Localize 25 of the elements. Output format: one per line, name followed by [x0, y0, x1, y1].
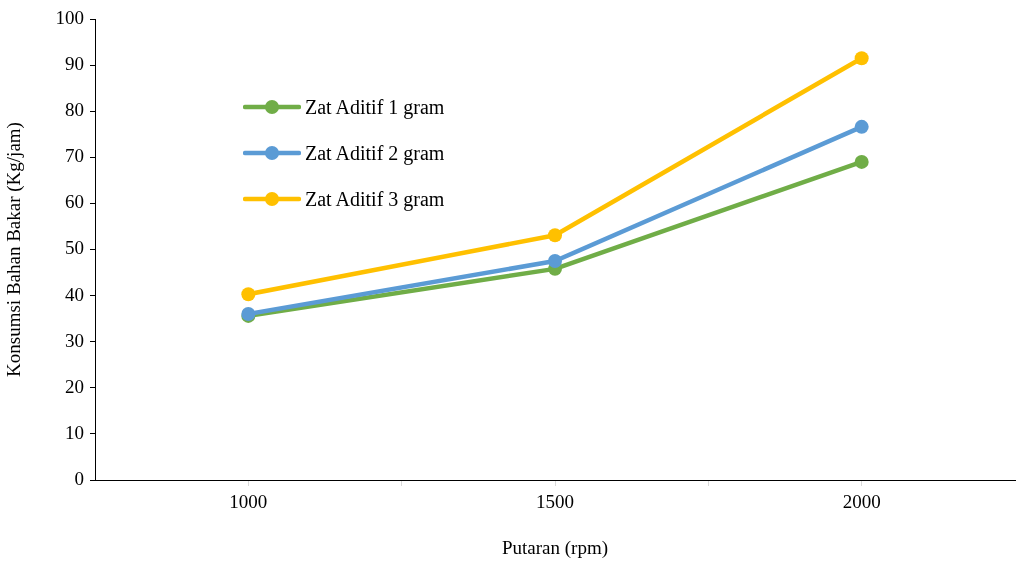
y-tick-label: 30: [65, 329, 84, 351]
y-tick-label: 60: [65, 191, 84, 213]
y-tick-label: 50: [65, 237, 84, 259]
point: [854, 119, 869, 134]
legend-label: Zat Aditif 2 gram: [305, 141, 445, 165]
point: [854, 51, 869, 66]
point: [241, 287, 256, 302]
y-tick-label: 40: [65, 283, 84, 305]
y-tick-label: 10: [65, 421, 84, 443]
y-axis-title: Konsumsi Bahan Bakar (Kg/jam): [3, 122, 26, 377]
point: [548, 228, 562, 243]
y-tick-label: 20: [65, 375, 84, 397]
x-tick-label: 1000: [229, 491, 268, 513]
legend-label: Zat Aditif 1 gram: [305, 95, 445, 119]
y-tick-label: 0: [74, 467, 84, 489]
y-tick-label: 70: [65, 145, 84, 167]
x-axis-title: Putaran (rpm): [501, 536, 609, 559]
x-tick-label: 2000: [842, 491, 881, 513]
x-tick-label: 1500: [536, 491, 574, 513]
legend-label: Zat Aditif 3 gram: [305, 187, 445, 211]
y-tick-label: 90: [65, 53, 84, 75]
point: [548, 254, 562, 269]
point: [854, 154, 869, 169]
y-tick-label: 80: [65, 99, 84, 121]
y-tick-label: 100: [55, 6, 84, 28]
